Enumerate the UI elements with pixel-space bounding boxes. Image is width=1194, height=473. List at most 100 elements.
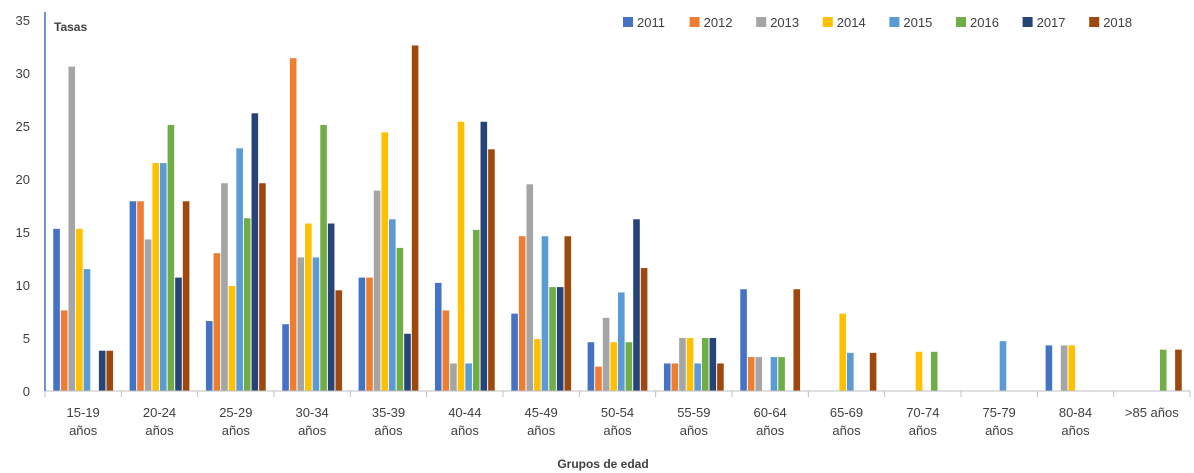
bar-2015 bbox=[465, 363, 472, 391]
bar-2013 bbox=[679, 338, 686, 391]
bar-2015 bbox=[236, 148, 243, 391]
legend-item-2018: 2018 bbox=[1089, 15, 1132, 30]
bar-2014 bbox=[534, 339, 541, 391]
bar-2011 bbox=[511, 313, 518, 391]
bar-2015 bbox=[541, 236, 549, 391]
bar-2012 bbox=[137, 201, 144, 391]
legend-item-2011: 2011 bbox=[623, 15, 665, 30]
bar-2015 bbox=[618, 292, 625, 391]
x-tick-label: >85 años bbox=[1125, 405, 1179, 420]
y-tick-label: 15 bbox=[16, 225, 30, 240]
bar-2014 bbox=[76, 228, 83, 391]
x-tick-label: 75-79 años bbox=[983, 405, 1016, 438]
x-tick-label-line: 20-24 bbox=[143, 405, 176, 420]
bar-2014 bbox=[915, 351, 923, 391]
legend-swatch bbox=[1089, 17, 1100, 27]
bar-2018 bbox=[335, 290, 343, 391]
x-tick-label-line: años bbox=[909, 423, 938, 438]
bar-2011 bbox=[53, 228, 60, 391]
y-tick-label: 35 bbox=[16, 13, 30, 28]
x-tick-label: 65-69 años bbox=[830, 405, 863, 438]
y-axis-title: Tasas bbox=[54, 20, 87, 34]
bar-2016 bbox=[167, 124, 175, 391]
x-tick-label-line: años bbox=[298, 423, 327, 438]
x-tick-label-line: 15-19 bbox=[67, 405, 100, 420]
bar-2018 bbox=[1175, 349, 1182, 391]
bar-2017 bbox=[709, 338, 717, 391]
y-tick-label: 10 bbox=[16, 278, 30, 293]
x-tick-label: 45-49 años bbox=[525, 405, 558, 438]
legend-swatch bbox=[956, 17, 966, 27]
bar-2018 bbox=[717, 363, 724, 391]
x-tick-label-line: 75-79 bbox=[983, 405, 1016, 420]
bar-2016 bbox=[701, 338, 709, 391]
bar-2011 bbox=[434, 282, 442, 391]
bars bbox=[53, 45, 1182, 392]
legend-item-2012: 2012 bbox=[689, 15, 733, 30]
bar-2011 bbox=[358, 277, 366, 391]
bar-2015 bbox=[770, 357, 778, 391]
x-tick-label: 15-19 años bbox=[67, 405, 100, 438]
x-tick-label: 20-24 años bbox=[143, 405, 176, 438]
bar-2015 bbox=[312, 257, 320, 391]
bar-2014 bbox=[839, 313, 846, 391]
bar-2017 bbox=[98, 350, 106, 391]
x-axis-ticks bbox=[44, 391, 1191, 397]
bar-2012 bbox=[442, 310, 450, 391]
bar-2017 bbox=[556, 287, 564, 391]
legend: 2011 2012 2013 2014 2015 2016 2017 2018 bbox=[623, 15, 1132, 30]
bar-2012 bbox=[747, 357, 755, 391]
bar-2017 bbox=[404, 333, 411, 391]
bar-2017 bbox=[480, 121, 488, 391]
x-tick-label: 40-44 años bbox=[448, 405, 481, 438]
x-tick-label-line: 65-69 bbox=[830, 405, 863, 420]
bar-2012 bbox=[671, 363, 679, 391]
bar-2018 bbox=[488, 149, 495, 391]
y-tick-label: 0 bbox=[23, 384, 30, 399]
bar-2016 bbox=[320, 124, 327, 391]
x-tick-label-line: 45-49 bbox=[525, 405, 558, 420]
legend-label: 2014 bbox=[837, 15, 866, 30]
x-tick-label-line: 40-44 bbox=[448, 405, 481, 420]
bar-2018 bbox=[411, 45, 419, 391]
legend-swatch bbox=[1022, 17, 1033, 27]
bar-2014 bbox=[305, 223, 312, 391]
legend-swatch bbox=[822, 17, 833, 27]
bar-2011 bbox=[740, 289, 747, 391]
bar-2018 bbox=[564, 236, 572, 391]
bar-2018 bbox=[106, 350, 114, 391]
bar-2013 bbox=[450, 363, 457, 391]
legend-item-2013: 2013 bbox=[756, 15, 799, 30]
legend-label: 2018 bbox=[1103, 15, 1132, 30]
x-tick-label-line: 70-74 bbox=[906, 405, 939, 420]
bar-2014 bbox=[610, 342, 617, 391]
x-tick-label-line: 30-34 bbox=[296, 405, 329, 420]
x-tick-label-line: 80-84 bbox=[1059, 405, 1092, 420]
x-tick-label-line: años bbox=[1061, 423, 1090, 438]
legend-label: 2015 bbox=[903, 15, 932, 30]
x-tick-label-line: años bbox=[145, 423, 174, 438]
x-tick-label: 25-29 años bbox=[219, 405, 252, 438]
bar-2011 bbox=[1045, 345, 1053, 391]
bar-2012 bbox=[289, 58, 297, 391]
bar-2012 bbox=[518, 236, 526, 391]
legend-label: 2017 bbox=[1037, 15, 1066, 30]
bar-2013 bbox=[755, 357, 763, 391]
legend-item-2016: 2016 bbox=[956, 15, 999, 30]
x-tick-label-line: años bbox=[451, 423, 480, 438]
bar-2014 bbox=[457, 121, 465, 391]
legend-label: 2011 bbox=[637, 15, 665, 30]
x-tick-label-line: años bbox=[69, 423, 98, 438]
bar-2015 bbox=[694, 363, 701, 391]
bar-2014 bbox=[381, 132, 388, 392]
bar-2018 bbox=[869, 352, 877, 391]
bar-2016 bbox=[778, 357, 785, 391]
y-tick-label: 5 bbox=[23, 331, 30, 346]
bar-2015 bbox=[389, 219, 396, 391]
legend-label: 2016 bbox=[970, 15, 999, 30]
x-tick-label-line: >85 años bbox=[1125, 405, 1179, 420]
bar-2011 bbox=[587, 342, 595, 391]
bar-2016 bbox=[549, 287, 556, 391]
bar-2016 bbox=[243, 218, 251, 391]
